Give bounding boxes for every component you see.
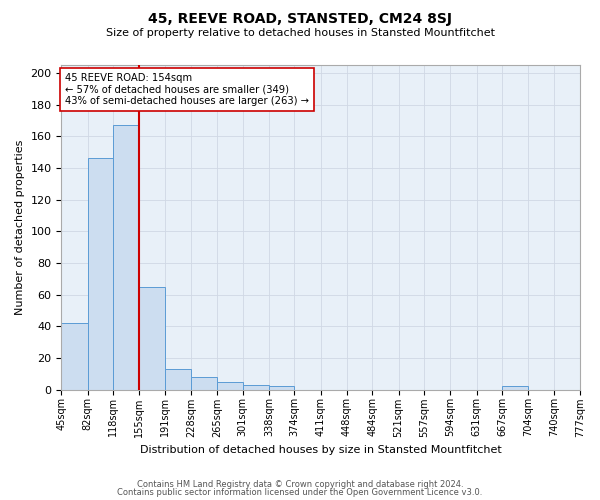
Bar (61, 323, 88, 390)
Bar (165, 369, 191, 390)
Bar (88, 158, 113, 390)
Bar (191, 377, 217, 390)
Text: 45, REEVE ROAD, STANSTED, CM24 8SJ: 45, REEVE ROAD, STANSTED, CM24 8SJ (148, 12, 452, 26)
Bar (217, 382, 243, 390)
Bar (243, 385, 269, 390)
Text: Contains HM Land Registry data © Crown copyright and database right 2024.: Contains HM Land Registry data © Crown c… (137, 480, 463, 489)
Text: 45 REEVE ROAD: 154sqm
← 57% of detached houses are smaller (349)
43% of semi-det: 45 REEVE ROAD: 154sqm ← 57% of detached … (65, 73, 309, 106)
Bar (269, 386, 295, 390)
Text: Size of property relative to detached houses in Stansted Mountfitchet: Size of property relative to detached ho… (106, 28, 494, 38)
X-axis label: Distribution of detached houses by size in Stansted Mountfitchet: Distribution of detached houses by size … (140, 445, 502, 455)
Y-axis label: Number of detached properties: Number of detached properties (15, 140, 25, 315)
Bar (113, 125, 139, 390)
Bar (502, 386, 528, 390)
Text: Contains public sector information licensed under the Open Government Licence v3: Contains public sector information licen… (118, 488, 482, 497)
Bar (139, 286, 165, 390)
